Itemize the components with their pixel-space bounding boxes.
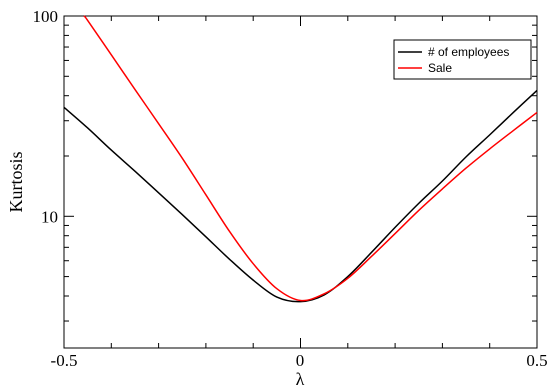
x-tick-label: 0.5 (526, 351, 547, 370)
legend-label-sale: Sale (428, 61, 452, 75)
x-tick-label: -0.5 (51, 351, 78, 370)
plot-area (63, 15, 538, 349)
legend-box (393, 39, 532, 80)
y-axis-title: Kurtosis (6, 151, 26, 212)
series-layer (63, 15, 538, 303)
x-tick-label: 0 (296, 351, 305, 370)
y-tick-labels: 10 100 (33, 7, 59, 226)
series-line-sale (83, 15, 538, 302)
y-tick-label: 100 (33, 7, 59, 26)
y-tick-label: 10 (41, 207, 58, 226)
x-axis-title: λ (296, 369, 305, 388)
legend: # of employees Sale (393, 39, 532, 80)
series-line-employees (63, 89, 538, 303)
ticks-layer (63, 15, 538, 348)
legend-label-employees: # of employees (428, 45, 509, 59)
x-tick-labels: -0.5 0 0.5 (51, 351, 548, 370)
